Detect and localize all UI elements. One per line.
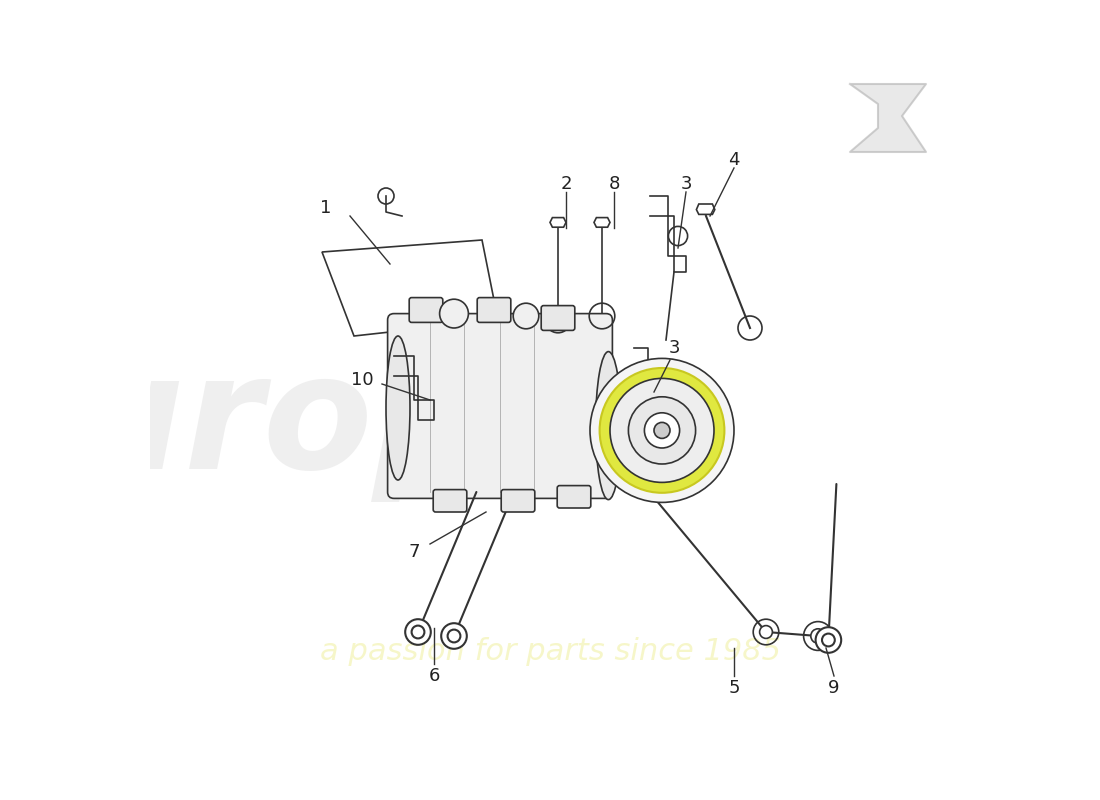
Circle shape (405, 619, 431, 645)
FancyBboxPatch shape (387, 314, 613, 498)
Circle shape (590, 358, 734, 502)
Text: 7: 7 (408, 543, 420, 561)
Circle shape (811, 629, 825, 643)
Circle shape (628, 397, 695, 464)
FancyBboxPatch shape (433, 490, 466, 512)
Circle shape (645, 413, 680, 448)
Circle shape (760, 626, 772, 638)
Text: 6: 6 (428, 667, 440, 685)
Text: europes: europes (0, 346, 691, 502)
Text: a passion for parts since 1985: a passion for parts since 1985 (319, 638, 781, 666)
Text: 10: 10 (351, 371, 373, 389)
Text: 1: 1 (320, 199, 332, 217)
Circle shape (441, 623, 466, 649)
Circle shape (600, 368, 725, 493)
Polygon shape (322, 240, 498, 336)
Circle shape (610, 378, 714, 482)
FancyBboxPatch shape (409, 298, 443, 322)
Circle shape (448, 630, 461, 642)
Polygon shape (696, 204, 715, 214)
Text: 2: 2 (560, 175, 572, 193)
Circle shape (822, 634, 835, 646)
Circle shape (815, 627, 842, 653)
Circle shape (440, 299, 469, 328)
Circle shape (654, 422, 670, 438)
Text: 5: 5 (728, 679, 739, 697)
Polygon shape (594, 218, 610, 227)
FancyBboxPatch shape (541, 306, 575, 330)
Text: 9: 9 (828, 679, 839, 697)
Polygon shape (850, 84, 926, 152)
Text: 3: 3 (680, 175, 692, 193)
Ellipse shape (595, 351, 621, 499)
Text: 8: 8 (608, 175, 619, 193)
FancyBboxPatch shape (502, 490, 535, 512)
FancyBboxPatch shape (558, 486, 591, 508)
FancyBboxPatch shape (477, 298, 510, 322)
Text: 4: 4 (728, 151, 739, 169)
Circle shape (411, 626, 425, 638)
Circle shape (514, 303, 539, 329)
Ellipse shape (386, 336, 410, 480)
Polygon shape (550, 218, 566, 227)
Text: 3: 3 (669, 339, 680, 357)
